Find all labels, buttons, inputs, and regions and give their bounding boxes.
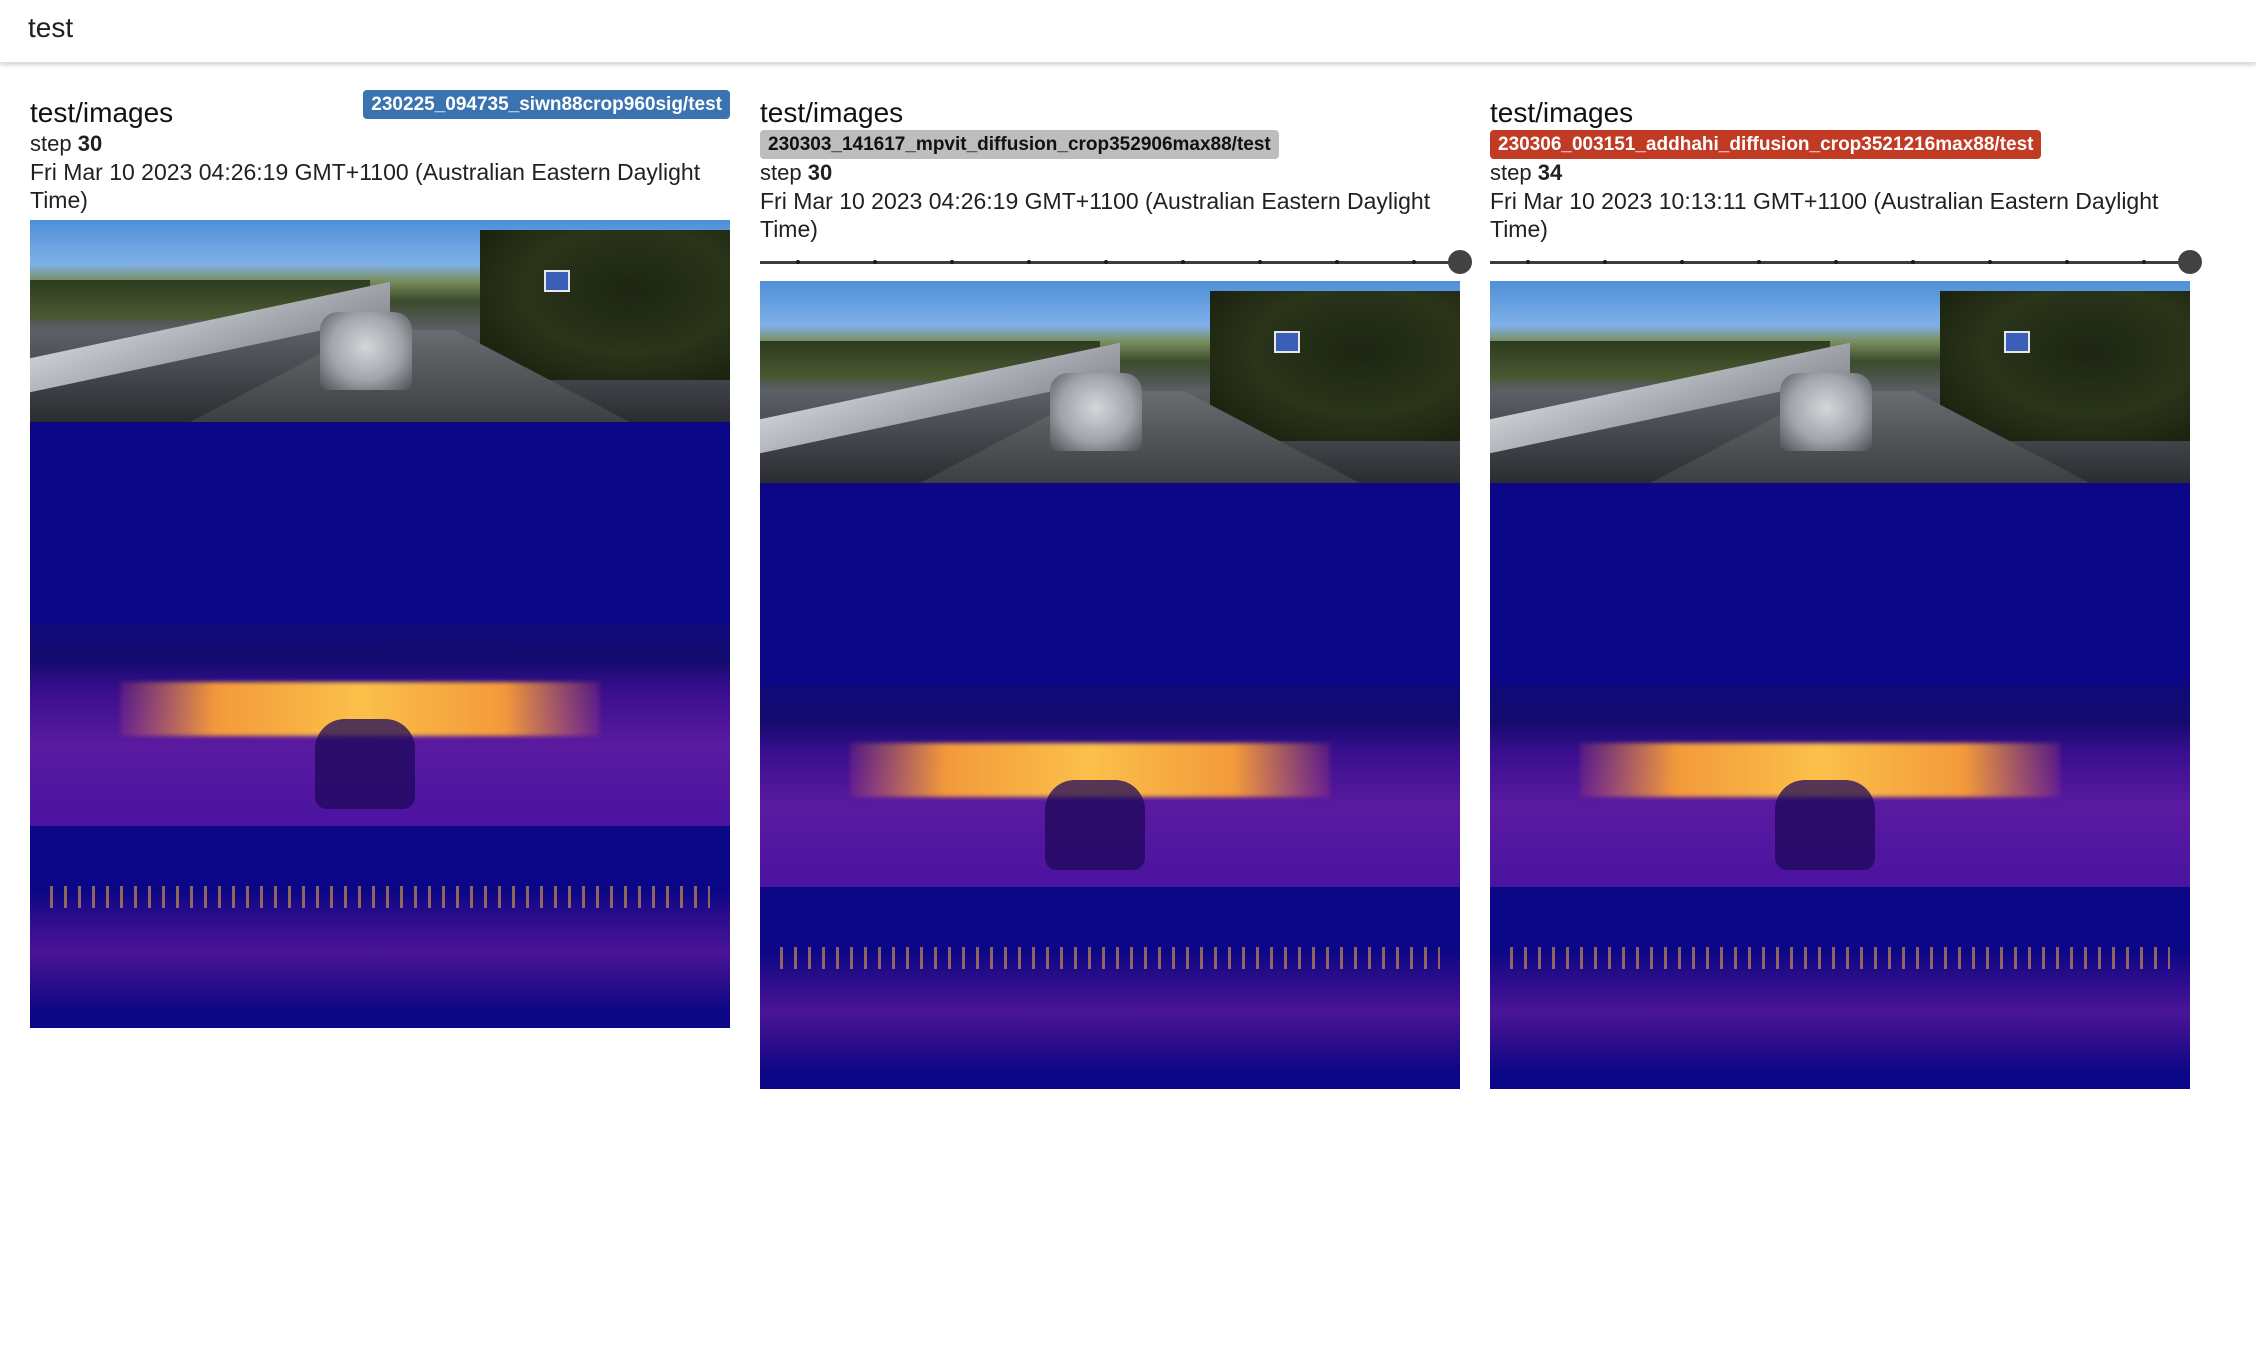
step-value: 30 [807,160,833,185]
timestamp: Fri Mar 10 2023 04:26:19 GMT+1100 (Austr… [760,188,1431,242]
rgb-input-image [760,281,1460,483]
app-header: test [0,0,2256,63]
slider-track [1490,261,2190,264]
run-badge: 230303_141617_mpvit_diffusion_crop352906… [760,130,1279,159]
slider-tick [1911,260,1915,264]
slider-tick [1526,260,1530,264]
depth-empty-panel [30,422,730,624]
image-card-1: test/images 230225_094735_siwn88crop960s… [30,90,730,1030]
slider-tick [1988,260,1992,264]
depth-prediction-image [760,685,1460,887]
slider-tick [1181,260,1185,264]
slider-tick [873,260,877,264]
slider-tick [1757,260,1761,264]
card-title: test/images [1490,97,1634,128]
step-line: step 34 [1490,159,2190,187]
depth-groundtruth-image [760,887,1460,1089]
slider-tick [1680,260,1684,264]
slider-tick [1834,260,1838,264]
step-value: 34 [1537,160,1563,185]
slider-thumb[interactable] [2178,250,2202,274]
page-title: test [28,12,74,43]
slider-tick [950,260,954,264]
slider-tick [2142,260,2146,264]
run-badge: 230225_094735_siwn88crop960sig/test [363,90,730,119]
slider-thumb[interactable] [1448,250,1472,274]
depth-groundtruth-image [1490,887,2190,1089]
image-card-3: test/images 230306_003151_addhahi_diffus… [1490,96,2202,1091]
timestamp: Fri Mar 10 2023 04:26:19 GMT+1100 (Austr… [30,159,701,213]
depth-groundtruth-image [30,826,730,1028]
step-slider[interactable] [760,249,1472,275]
step-label: step [760,160,802,185]
depth-empty-panel [1490,483,2190,685]
slider-tick [796,260,800,264]
image-card-2: test/images 230303_141617_mpvit_diffusio… [760,96,1472,1091]
step-line: step 30 [760,159,1460,187]
card-title: test/images [760,97,904,128]
step-label: step [1490,160,1532,185]
slider-tick [1027,260,1031,264]
slider-tick [1603,260,1607,264]
card-title: test/images [30,97,174,128]
image-output[interactable] [760,281,1460,1091]
slider-tick [1335,260,1339,264]
rgb-input-image [1490,281,2190,483]
depth-prediction-image [30,624,730,826]
image-output[interactable] [30,220,730,1030]
timestamp: Fri Mar 10 2023 10:13:11 GMT+1100 (Austr… [1490,188,2159,242]
slider-tick [1104,260,1108,264]
slider-tick [2065,260,2069,264]
step-value: 30 [77,131,103,156]
slider-tick [1412,260,1416,264]
step-label: step [30,131,72,156]
rgb-input-image [30,220,730,422]
slider-track [760,261,1460,264]
image-output[interactable] [1490,281,2190,1091]
depth-empty-panel [760,483,1460,685]
depth-prediction-image [1490,685,2190,887]
slider-tick [1258,260,1262,264]
step-line: step 30 [30,130,730,158]
run-badge: 230306_003151_addhahi_diffusion_crop3521… [1490,130,2042,159]
step-slider[interactable] [1490,249,2202,275]
